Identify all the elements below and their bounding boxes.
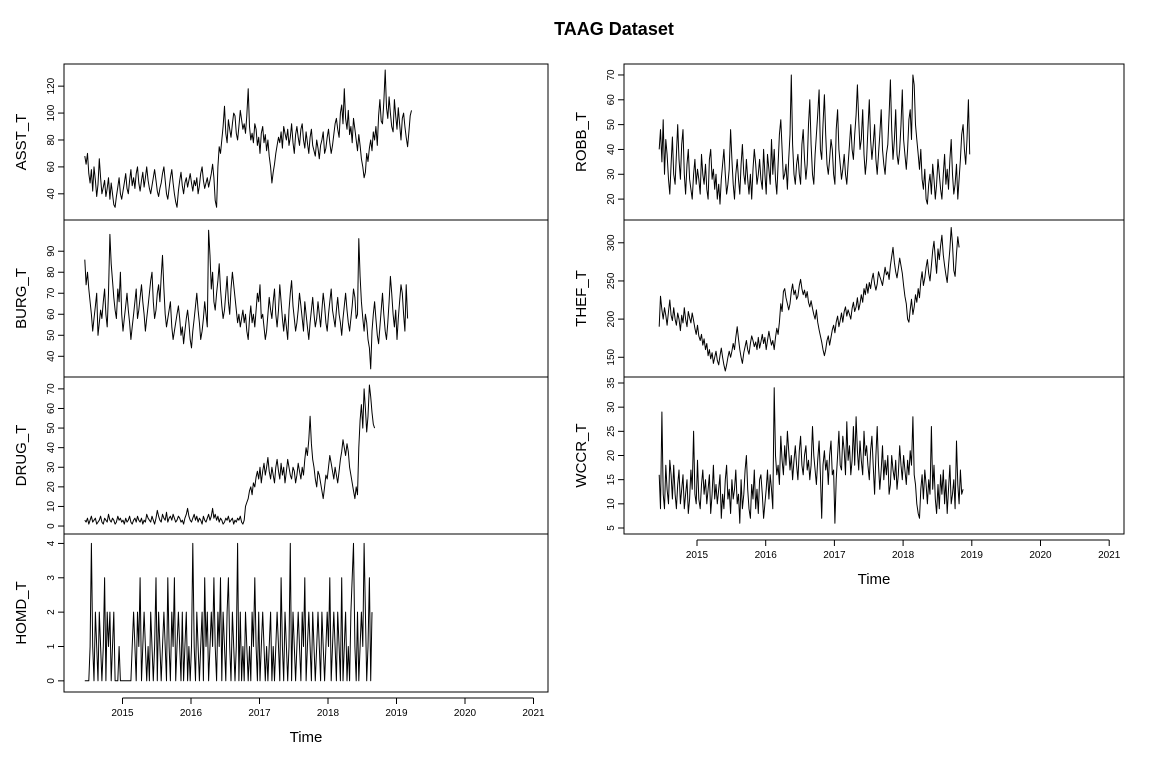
y-tick-label: 5 — [606, 525, 617, 531]
x-tick-label: 2016 — [755, 550, 778, 561]
x-tick-label: 2017 — [823, 550, 846, 561]
series-line-robb-t — [658, 74, 971, 205]
y-tick-label: 60 — [46, 161, 57, 173]
y-tick-label: 35 — [606, 377, 617, 389]
y-tick-label: 60 — [606, 94, 617, 106]
x-tick-label: 2021 — [522, 708, 545, 719]
y-tick-label: 15 — [606, 474, 617, 486]
y-tick-label: 60 — [46, 402, 57, 414]
y-tick-label: 60 — [46, 308, 57, 320]
panel-frame — [623, 219, 1125, 378]
x-tick-label: 2015 — [111, 708, 134, 719]
panel-wccr-t: 5 10 15 20 25 30 35 WCCR_T 2015 2016 2017 2018 2019 2… — [573, 376, 1125, 588]
y-tick-label: 90 — [46, 245, 57, 257]
panel-frame — [623, 376, 1125, 535]
series-line-thef-t — [658, 227, 960, 372]
y-tick-label: 0 — [46, 678, 57, 684]
y-axis-label: BURG_T — [13, 268, 30, 329]
y-tick-label: 30 — [46, 461, 57, 473]
y-tick-label: 80 — [46, 266, 57, 278]
panel-frame — [63, 376, 549, 535]
series-line-homd-t — [84, 542, 373, 682]
y-axis-label: DRUG_T — [13, 425, 30, 487]
x-tick-label: 2015 — [686, 550, 709, 561]
panel-asst-t: 40 60 80 100 120 ASST_T — [13, 63, 549, 221]
panel-thef-t: 150 200 250 300 THEF_T — [573, 219, 1125, 378]
panel-drug-t: 0 10 20 30 40 50 60 70 DRUG_T — [13, 376, 549, 535]
y-tick-label: 100 — [46, 104, 57, 121]
chart-title: TAAG Dataset — [554, 19, 674, 39]
y-tick-label: 30 — [606, 401, 617, 413]
y-tick-label: 150 — [606, 348, 617, 365]
y-axis-label: WCCR_T — [573, 423, 590, 487]
y-tick-label: 4 — [46, 540, 57, 546]
y-tick-label: 0 — [46, 523, 57, 529]
y-tick-label: 10 — [46, 500, 57, 512]
y-tick-label: 120 — [46, 77, 57, 94]
series-line-drug-t — [84, 384, 376, 525]
y-tick-label: 200 — [606, 310, 617, 327]
x-tick-label: 2019 — [961, 550, 984, 561]
y-tick-label: 20 — [46, 481, 57, 493]
panel-robb-t: 20 30 40 50 60 70 ROBB_T — [573, 63, 1125, 221]
y-tick-label: 50 — [606, 119, 617, 131]
plot-panels: 406080100120ASST_T405060708090BURG_T0102… — [13, 63, 1125, 746]
y-tick-label: 20 — [606, 193, 617, 205]
y-tick-label: 50 — [46, 422, 57, 434]
x-tick-label: 2018 — [892, 550, 915, 561]
y-tick-label: 40 — [606, 143, 617, 155]
panel-frame — [623, 63, 1125, 221]
x-tick-label: 2020 — [454, 708, 477, 719]
y-tick-label: 20 — [606, 450, 617, 462]
y-tick-label: 30 — [606, 168, 617, 180]
y-tick-label: 1 — [46, 643, 57, 649]
y-tick-label: 40 — [46, 350, 57, 362]
y-tick-label: 40 — [46, 442, 57, 454]
y-axis-label: THEF_T — [573, 270, 590, 327]
y-tick-label: 70 — [46, 383, 57, 395]
y-tick-label: 10 — [606, 498, 617, 510]
x-axis-label: Time — [858, 571, 891, 588]
y-tick-label: 3 — [46, 575, 57, 581]
x-tick-label: 2020 — [1029, 550, 1052, 561]
y-tick-label: 2 — [46, 609, 57, 615]
y-tick-label: 300 — [606, 234, 617, 251]
panel-burg-t: 40 50 60 70 80 90 BURG_T — [13, 219, 549, 378]
panel-frame — [63, 533, 549, 693]
y-tick-label: 70 — [46, 287, 57, 299]
x-tick-label: 2018 — [317, 708, 340, 719]
x-tick-label: 2019 — [385, 708, 408, 719]
y-tick-label: 80 — [46, 134, 57, 146]
y-tick-label: 70 — [606, 69, 617, 81]
y-tick-label: 25 — [606, 425, 617, 437]
panel-frame — [63, 63, 549, 221]
y-tick-label: 50 — [46, 329, 57, 341]
x-tick-label: 2017 — [248, 708, 271, 719]
y-tick-label: 40 — [46, 188, 57, 200]
x-tick-label: 2016 — [180, 708, 203, 719]
y-axis-label: ASST_T — [13, 114, 30, 171]
panel-homd-t: 0 1 2 3 4 HOMD_T 2015 2016 2017 2018 2019 2020 2021 T… — [13, 533, 549, 746]
series-line-wccr-t — [658, 387, 964, 524]
series-line-burg-t — [84, 229, 409, 370]
x-tick-label: 2021 — [1098, 550, 1121, 561]
y-axis-label: HOMD_T — [13, 581, 30, 644]
y-tick-label: 250 — [606, 272, 617, 289]
x-axis-label: Time — [290, 729, 323, 746]
y-axis-label: ROBB_T — [573, 112, 590, 172]
series-line-asst-t — [84, 69, 412, 208]
